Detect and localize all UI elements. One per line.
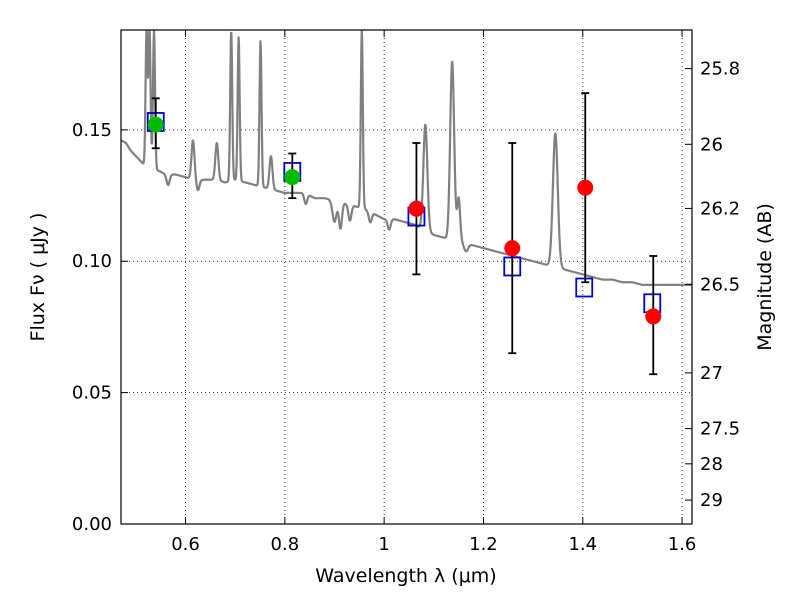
red-data-point: [645, 308, 662, 325]
green-data-point: [147, 116, 164, 133]
errorbars: [151, 92, 658, 376]
x-tick-label: 1.6: [668, 534, 697, 555]
grid: [121, 30, 692, 524]
x-axis-label: Wavelength λ (μm): [315, 565, 496, 587]
y-axis-label: Flux Fν ( μJy ): [27, 213, 49, 342]
right-tick-label: 27.5: [700, 419, 740, 440]
plot-frame: [120, 29, 693, 525]
right-tick-label: 26: [700, 134, 723, 155]
right-tick-label: 27: [700, 363, 723, 384]
y-tick-label: 0.10: [72, 251, 112, 272]
x-tick-label: 1.2: [469, 534, 498, 555]
y-tick-label: 0.05: [72, 383, 112, 404]
red-data-point: [408, 200, 425, 217]
spectrum: [121, 30, 692, 286]
x-tick-label: 0.8: [271, 534, 300, 555]
y-tick-label: 0.15: [72, 120, 112, 141]
x-tick-label: 0.6: [171, 534, 200, 555]
right-tick-label: 29: [700, 490, 723, 511]
right-tick-label: 25.8: [700, 59, 740, 80]
x-tick-label: 1: [378, 534, 389, 555]
x-tick-label: 1.4: [568, 534, 597, 555]
spectrum-line: [121, 30, 692, 286]
ticks: 0.6 0.8 1 1.2 1.4 1.6 0.00 0.05 0.10 0.15 25.8 26 26…: [72, 30, 740, 555]
right-tick-label: 26.2: [700, 198, 740, 219]
red-data-point: [504, 240, 521, 257]
y-axis-right-label: Magnitude (AB): [754, 203, 776, 351]
data-points: [147, 116, 662, 325]
right-tick-label: 26.5: [700, 274, 740, 295]
model-box: [575, 277, 594, 298]
right-tick-label: 28: [700, 454, 723, 475]
y-tick-label: 0.00: [72, 514, 112, 535]
green-data-point: [284, 169, 301, 186]
red-data-point: [577, 179, 594, 196]
